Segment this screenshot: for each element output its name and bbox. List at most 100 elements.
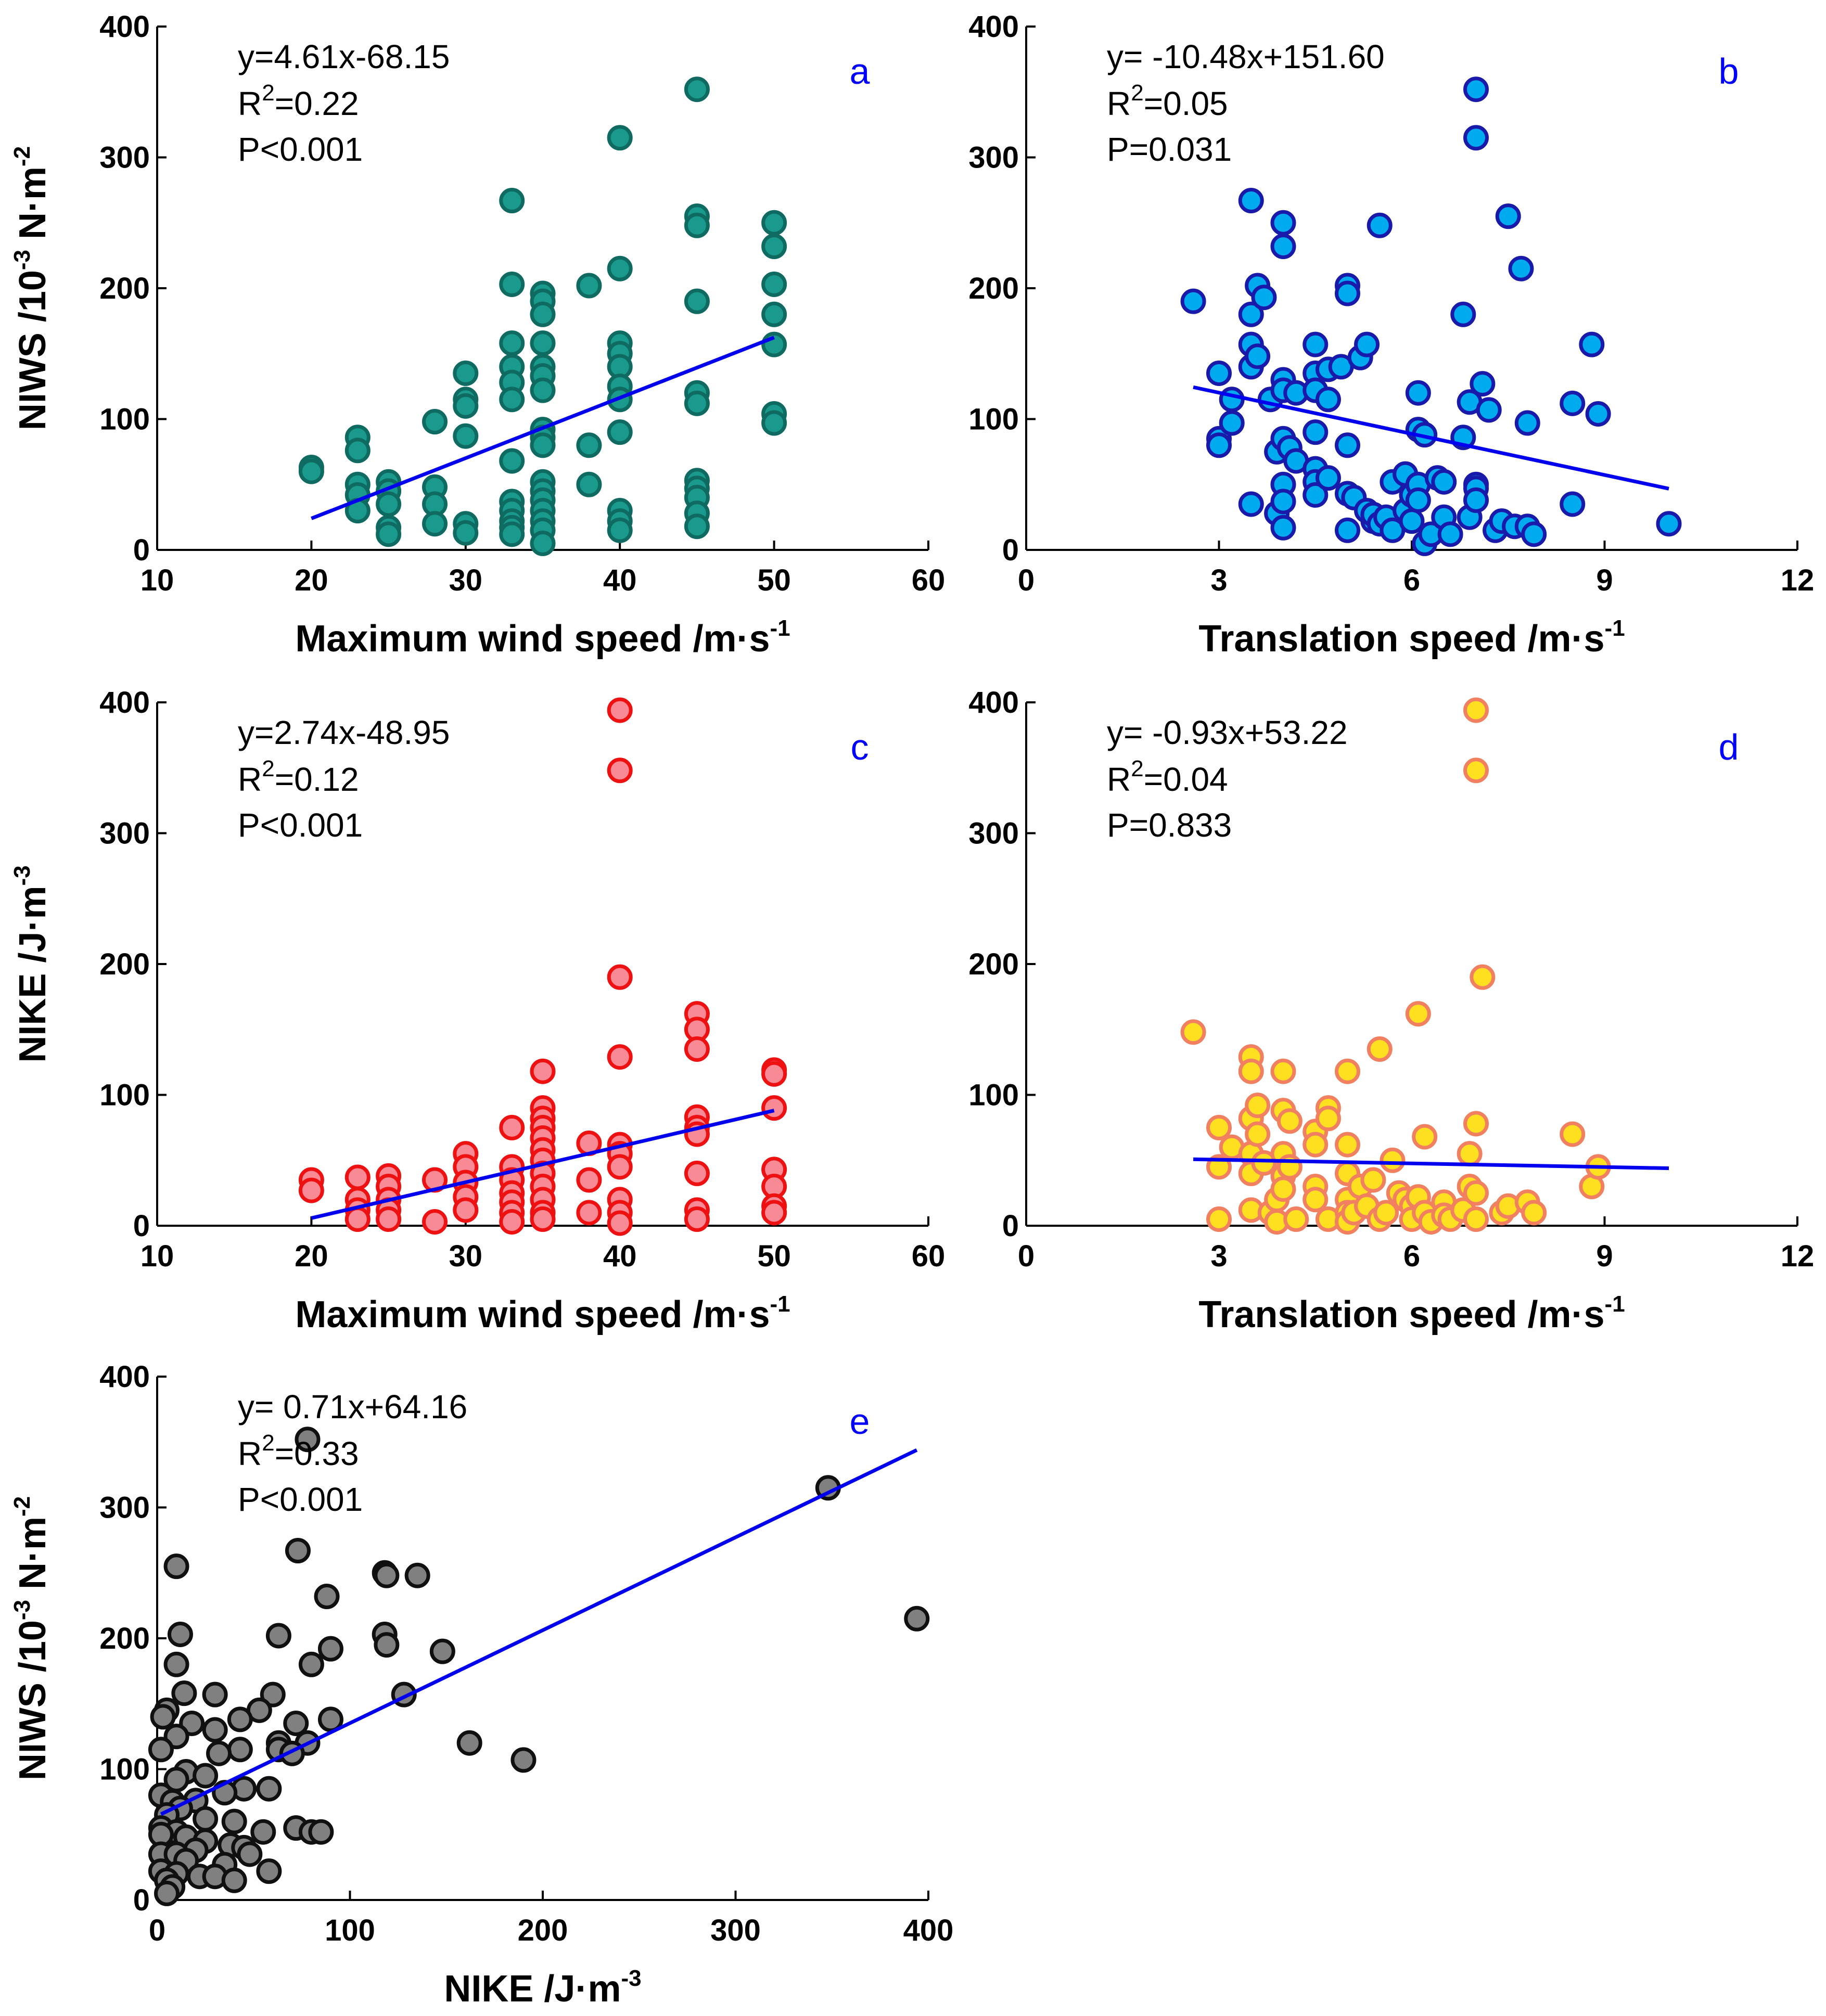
data-point: [607, 757, 633, 784]
data-point: [1463, 1206, 1489, 1232]
x-tick-label: 12: [1781, 563, 1815, 597]
data-point: [1283, 1206, 1309, 1232]
data-point: [163, 1553, 189, 1580]
data-point: [1335, 432, 1360, 458]
data-point: [374, 1632, 400, 1658]
y-tick-label: 400: [968, 10, 1019, 44]
y-axis-label: NIWS /10-3 N·m-2: [9, 1496, 54, 1780]
data-point: [1270, 515, 1296, 541]
data-point: [227, 1706, 253, 1732]
data-point: [1206, 432, 1232, 458]
data-point: [1495, 203, 1521, 229]
x-tick-label: 10: [141, 563, 174, 597]
data-point: [499, 271, 525, 297]
r-squared-text: R2=0.33: [238, 1430, 359, 1472]
data-point: [154, 1880, 180, 1906]
data-point: [1380, 1147, 1406, 1173]
data-point: [221, 1867, 247, 1893]
data-point: [607, 1154, 633, 1180]
data-point: [1560, 491, 1586, 517]
data-point: [453, 1197, 479, 1223]
y-tick-label: 300: [99, 1491, 150, 1525]
data-point: [206, 1740, 232, 1766]
x-tick-label: 200: [518, 1914, 568, 1947]
data-point: [404, 1562, 430, 1588]
equation-text: y= -0.93x+53.22: [1107, 714, 1348, 751]
x-axis-label: Maximum wind speed /m·s-1: [295, 1291, 790, 1336]
regression-line: [311, 1109, 775, 1220]
scatter-points: [1180, 697, 1611, 1235]
y-tick-label: 100: [99, 1753, 150, 1787]
regression-line: [160, 1448, 918, 1816]
data-point: [1335, 1132, 1360, 1158]
data-point: [530, 432, 556, 458]
data-point: [761, 301, 787, 327]
data-point: [576, 471, 602, 497]
data-point: [1303, 331, 1329, 357]
data-point: [1354, 331, 1380, 357]
panel-letter-label: a: [850, 51, 870, 92]
regression-line: [1193, 1157, 1669, 1171]
data-point: [530, 330, 556, 356]
data-point: [283, 1710, 309, 1736]
data-point: [193, 1806, 219, 1832]
data-point: [684, 1160, 710, 1186]
data-point: [904, 1606, 930, 1632]
data-point: [1303, 1187, 1329, 1213]
data-point: [1521, 1200, 1547, 1226]
data-point: [1180, 288, 1206, 314]
data-point: [761, 1061, 787, 1087]
data-point: [1367, 1036, 1393, 1062]
x-axis-label: NIKE /J·m-3: [444, 1966, 641, 2010]
y-tick-label: 0: [133, 1209, 150, 1243]
y-tick-label: 400: [99, 1360, 150, 1394]
data-point: [1219, 387, 1245, 413]
scatter-points: [298, 76, 787, 556]
data-point: [499, 448, 525, 474]
y-tick-label: 100: [99, 403, 150, 436]
data-point: [1463, 1180, 1489, 1206]
panel-d: 0 3 6 9 12 0 100 200 300 400 Translation speed /m·…: [968, 686, 1814, 1336]
data-point: [1405, 1001, 1431, 1027]
data-point: [298, 458, 324, 484]
y-tick-label: 200: [968, 272, 1019, 305]
panel-a: 10 20 30 40 50 60 0 100 200 300 400 Maximum wind sp…: [9, 10, 945, 660]
data-point: [1238, 1058, 1264, 1084]
x-tick-label: 60: [912, 1239, 946, 1273]
data-point: [499, 521, 525, 547]
data-point: [250, 1819, 276, 1845]
data-point: [607, 419, 633, 445]
data-point: [1238, 187, 1264, 213]
r-squared-text: R2=0.12: [238, 756, 359, 798]
data-point: [308, 1819, 334, 1845]
r-squared-text: R2=0.05: [1107, 80, 1228, 122]
data-point: [761, 234, 787, 260]
data-point: [1270, 1176, 1296, 1202]
data-point: [499, 1114, 525, 1140]
data-point: [456, 1730, 482, 1756]
data-point: [1437, 521, 1463, 547]
data-point: [576, 273, 602, 299]
data-point: [761, 210, 787, 236]
data-point: [1463, 76, 1489, 102]
data-point: [1405, 380, 1431, 406]
data-point: [1270, 489, 1296, 515]
data-point: [453, 520, 479, 546]
data-point: [607, 964, 633, 990]
data-point: [1219, 410, 1245, 436]
data-point: [1463, 697, 1489, 723]
y-tick-label: 300: [99, 141, 150, 175]
panel-b: 0 3 6 9 12 0 100 200 300 400 Translation speed /m·…: [968, 10, 1814, 660]
data-point: [1367, 212, 1393, 238]
data-point: [1303, 419, 1329, 445]
y-tick-label: 0: [1002, 1209, 1019, 1243]
y-tick-label: 200: [99, 272, 150, 305]
data-point: [260, 1681, 286, 1707]
data-point: [376, 491, 402, 517]
data-point: [499, 330, 525, 356]
data-point: [1206, 1206, 1232, 1232]
data-point: [1560, 390, 1586, 416]
data-point: [607, 125, 633, 151]
x-tick-label: 60: [912, 563, 946, 597]
